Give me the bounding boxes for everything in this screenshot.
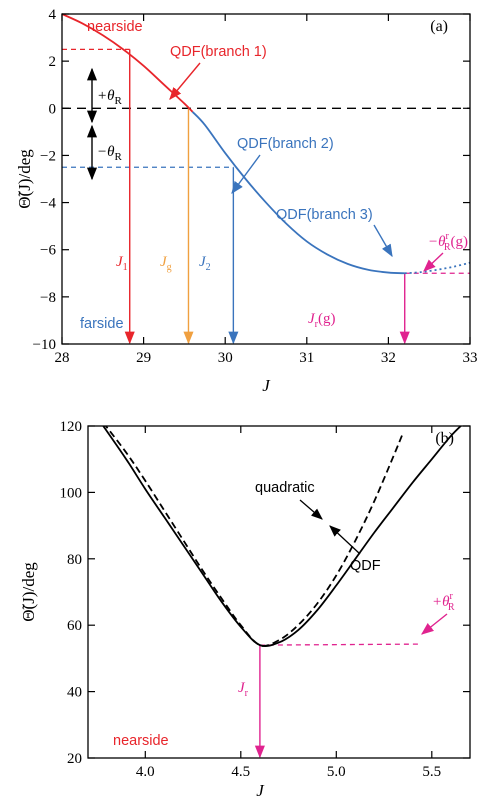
minus-theta-label: −θR [97,144,123,163]
branch2-label: QDF(branch 2) [237,136,334,152]
panel-b-ytick-label: 60 [67,618,82,634]
branch3-label: QDF(branch 3) [276,207,373,223]
panel-a-ticks: 28 29 30 31 32 33 −10 −8 −6 −4 −2 0 2 4 [33,7,478,366]
panel-b-ytick-label: 20 [67,751,82,767]
quadratic-arrow [299,499,323,520]
Jr-g-label: Jr(g) [308,311,336,330]
panel-b-series-line-1 [102,426,463,648]
panel-a-series [61,13,471,275]
panel-a-ytick-label: −6 [40,243,56,259]
panel-b-ylabel: Θ̃(J)/deg [19,562,38,622]
panel-a-series-line-2 [191,111,405,275]
panel-b-ytick-label: 120 [60,419,83,435]
panel-a-ytick-label: −2 [40,148,56,164]
panel-b-xtick-label: 5.5 [422,764,441,780]
panel-b-label: (b) [435,430,454,447]
panel-b-xtick-label: 4.0 [136,764,155,780]
panel-b: 4.0 4.5 5.0 5.5 20 40 60 80 100 120 (b) Θ̃(J)/deg… [19,419,471,799]
panel-a-ytick-label: −4 [40,196,56,212]
branch2-arrow [231,154,261,195]
panel-a-xtick-label: 33 [463,350,478,366]
theta-r-arrow [421,613,448,635]
panel-a-farside-label: farside [80,316,124,332]
panel-a-ytick-label: 4 [49,7,57,23]
panel-a-xtick-label: 28 [55,350,70,366]
panel-a-label: (a) [430,18,448,35]
panel-a-xtick-label: 32 [381,350,396,366]
panel-a-xtick-label: 31 [299,350,314,366]
theta-r-label: +θr R [432,591,455,613]
panel-a-series-line-3 [404,261,471,275]
panel-a: 28 29 30 31 32 33 −10 −8 −6 −4 −2 0 2 4 (a) Θ̃(J)/deg… [15,7,478,395]
panel-a-xtick-label: 29 [136,350,151,366]
panel-a-ytick-label: 2 [49,54,57,70]
panel-a-ylabel: Θ̃(J)/deg [15,149,34,209]
panel-a-frame [61,13,471,345]
panel-a-series-line-1 [61,13,194,113]
panel-b-ticks: 4.0 4.5 5.0 5.5 20 40 60 80 100 120 [60,419,470,780]
J2-label: J2 [199,254,211,273]
panel-a-xtick-label: 30 [218,350,233,366]
panel-b-series-line-2 [104,426,404,647]
panel-b-ytick-label: 40 [67,685,82,701]
theta-r-g-arrow [423,252,444,272]
qdf-arrow [329,525,361,555]
theta-r-dashed-line [259,643,419,646]
quadratic-label: quadratic [255,480,315,496]
panel-b-ytick-label: 80 [67,552,82,568]
panel-b-nearside-label: nearside [113,733,169,749]
panel-a-guides [62,48,470,345]
plus-theta-label: +θR [97,88,123,107]
panel-b-xlabel: J [256,781,265,799]
panel-b-frame [87,425,471,759]
qdf-label: QDF [350,558,381,574]
J1-label: J1 [116,254,128,273]
branch1-label: QDF(branch 1) [170,44,267,60]
panel-a-ytick-label: −8 [40,290,56,306]
panel-a-nearside-label: nearside [87,19,143,35]
panel-b-ytick-label: 100 [60,485,83,501]
panel-a-ytick-label: −10 [33,337,56,353]
panel-a-xlabel: J [262,376,271,395]
panel-b-xtick-label: 4.5 [231,764,250,780]
branch1-arrow [169,62,201,100]
panel-b-xtick-label: 5.0 [327,764,346,780]
Jg-label: Jg [160,254,172,273]
panel-b-guides [254,643,419,759]
panel-b-series [102,426,463,648]
panel-b-Jr-label: Jr [238,680,249,699]
branch3-arrow [373,224,393,258]
theta-r-g-label: −θr R(g) [428,231,468,253]
panel-a-ytick-label: 0 [49,101,57,117]
